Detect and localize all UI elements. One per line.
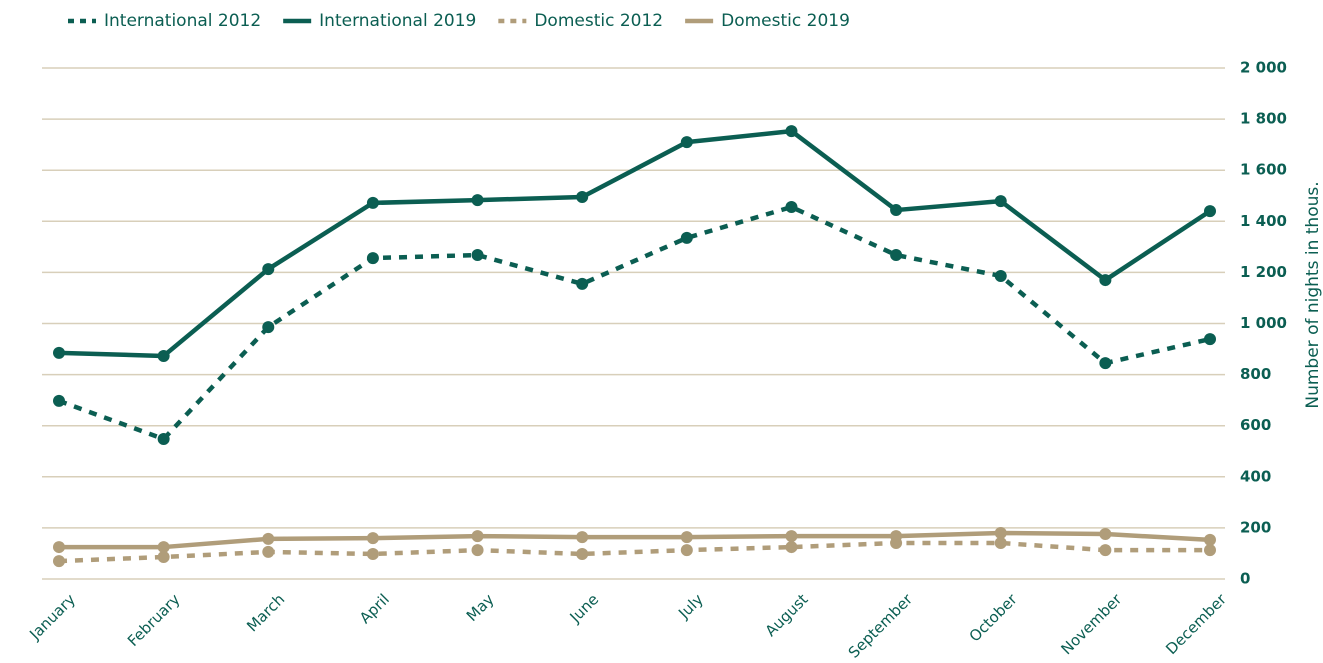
point bbox=[785, 125, 798, 138]
y-tick-label: 1 400 bbox=[1240, 212, 1287, 230]
legend-label: International 2019 bbox=[319, 11, 476, 31]
point bbox=[890, 249, 903, 262]
y-tick-label: 200 bbox=[1240, 518, 1271, 536]
x-tick-label: August bbox=[762, 590, 812, 640]
point bbox=[366, 196, 379, 209]
point bbox=[471, 530, 484, 543]
point bbox=[53, 346, 65, 359]
legend-label: Domestic 2012 bbox=[534, 11, 663, 31]
point bbox=[157, 432, 170, 445]
point bbox=[576, 531, 589, 544]
y-axis-label: Number of nights in thous. bbox=[1303, 181, 1323, 408]
point bbox=[994, 195, 1007, 208]
y-tick-label: 800 bbox=[1240, 365, 1271, 383]
point bbox=[994, 269, 1007, 282]
point bbox=[785, 530, 798, 543]
point bbox=[785, 541, 798, 554]
x-tick-label: November bbox=[1057, 590, 1125, 658]
x-tick-label: March bbox=[243, 590, 288, 635]
point bbox=[890, 530, 903, 543]
x-tick-label: January bbox=[25, 590, 79, 644]
point bbox=[262, 532, 275, 545]
x-tick-label: July bbox=[674, 590, 707, 623]
point bbox=[680, 531, 693, 544]
y-tick-label: 1 200 bbox=[1240, 263, 1287, 281]
point bbox=[262, 263, 275, 276]
x-tick-label: February bbox=[124, 590, 184, 650]
point bbox=[53, 541, 65, 554]
point bbox=[471, 544, 484, 557]
legend-label: International 2012 bbox=[104, 11, 261, 31]
point bbox=[471, 249, 484, 262]
point bbox=[1204, 533, 1216, 546]
point bbox=[1204, 333, 1216, 346]
point bbox=[366, 252, 379, 265]
point bbox=[680, 136, 693, 149]
legend-label: Domestic 2019 bbox=[721, 11, 850, 31]
x-tick-label: September bbox=[845, 590, 917, 662]
point bbox=[890, 204, 903, 217]
point bbox=[1204, 544, 1216, 557]
y-tick-label: 1 800 bbox=[1240, 110, 1287, 128]
y-tick-label: 400 bbox=[1240, 467, 1271, 485]
point bbox=[576, 191, 589, 204]
series-line bbox=[59, 530, 1211, 550]
point bbox=[680, 231, 693, 244]
point bbox=[366, 547, 379, 560]
series-line bbox=[58, 128, 1212, 359]
point bbox=[1204, 205, 1216, 218]
x-tick-label: May bbox=[463, 590, 498, 625]
point bbox=[157, 349, 170, 362]
point bbox=[1099, 544, 1112, 557]
point bbox=[785, 200, 798, 213]
y-tick-label: 600 bbox=[1240, 416, 1271, 434]
point bbox=[994, 527, 1007, 540]
point bbox=[680, 544, 693, 557]
point bbox=[471, 194, 484, 207]
point bbox=[576, 277, 589, 290]
y-tick-label: 1 000 bbox=[1240, 314, 1287, 332]
point bbox=[157, 541, 170, 554]
series-line bbox=[58, 540, 1210, 564]
point bbox=[262, 545, 275, 558]
point bbox=[366, 532, 379, 545]
point bbox=[157, 551, 170, 564]
point bbox=[576, 547, 589, 560]
x-tick-label: June bbox=[566, 590, 603, 627]
y-tick-label: 2 000 bbox=[1240, 59, 1287, 77]
point bbox=[1099, 357, 1112, 370]
x-tick-label: December bbox=[1162, 590, 1230, 658]
point bbox=[53, 394, 65, 407]
x-tick-label: April bbox=[356, 590, 393, 627]
point bbox=[1099, 274, 1112, 287]
series-line bbox=[58, 204, 1211, 442]
point bbox=[53, 555, 65, 568]
y-tick-label: 0 bbox=[1240, 570, 1250, 588]
point bbox=[994, 536, 1007, 549]
point bbox=[262, 321, 275, 334]
y-tick-label: 1 600 bbox=[1240, 161, 1287, 179]
x-tick-label: October bbox=[966, 590, 1022, 646]
point bbox=[1099, 528, 1112, 541]
